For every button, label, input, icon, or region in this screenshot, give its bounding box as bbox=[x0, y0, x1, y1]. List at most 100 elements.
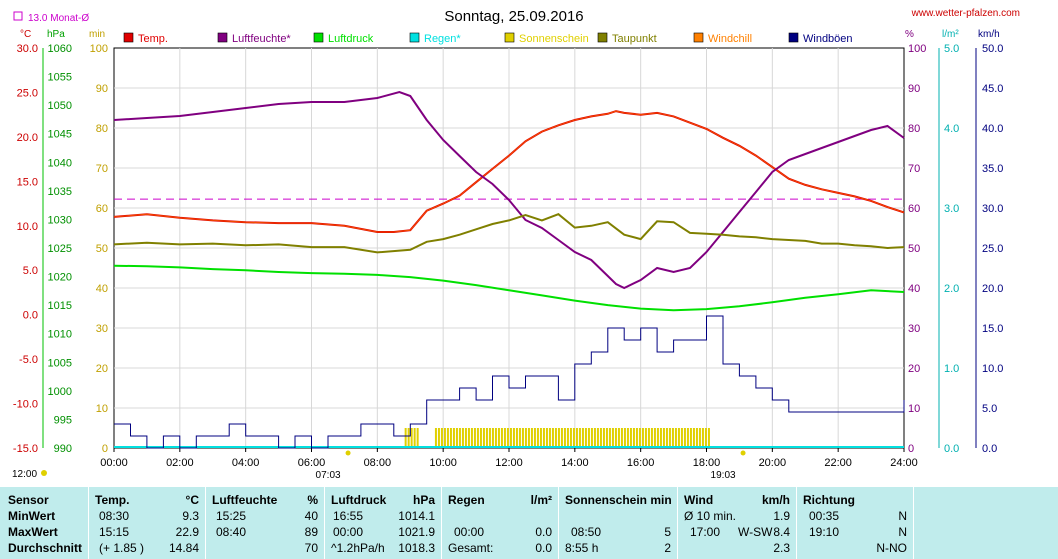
sunshine-bar bbox=[653, 428, 656, 448]
sunshine-bar bbox=[479, 428, 482, 448]
legend-label: Luftfeuchte* bbox=[232, 33, 291, 45]
pressure-tick-label: 1000 bbox=[48, 386, 72, 398]
stats-pressure-min-value: 1014.1 bbox=[398, 509, 435, 523]
time-tick-label: 14:00 bbox=[561, 457, 589, 469]
time-tick-label: 24:00 bbox=[890, 457, 918, 469]
sun-tick-label: 40 bbox=[96, 283, 108, 295]
stats-humidity-max-value: 89 bbox=[304, 525, 318, 539]
stats-pressure-avg-value: 1018.3 bbox=[398, 541, 435, 555]
stats-humidity-min-value: 40 bbox=[304, 509, 318, 523]
sunshine-bar bbox=[539, 428, 542, 448]
humidity-tick-label: 30 bbox=[908, 323, 920, 335]
stats-temp-min-value: 9.3 bbox=[182, 509, 199, 523]
sun-tick-label: 10 bbox=[96, 403, 108, 415]
stats-wind-avg10-value: 1.9 bbox=[773, 509, 790, 523]
legend-swatch bbox=[504, 32, 515, 43]
sunshine-bar bbox=[407, 428, 410, 448]
stats-temp-column: Temp. °C 08:30 9.3 15:15 22.9 (+ 1.85 ) … bbox=[89, 487, 205, 559]
legend-label: Taupunkt bbox=[612, 33, 657, 45]
stats-sensor-column: Sensor MinWert MaxWert Durchschnitt bbox=[0, 487, 88, 559]
temp-tick-label: -10.0 bbox=[13, 399, 38, 411]
time-tick-label: 02:00 bbox=[166, 457, 194, 469]
temp-tick-label: 15.0 bbox=[17, 176, 38, 188]
sunshine-bar bbox=[443, 428, 446, 448]
stats-separator bbox=[324, 487, 325, 559]
sunshine-bar bbox=[533, 428, 536, 448]
sunshine-bar bbox=[551, 428, 554, 448]
stats-direction-max-value: N bbox=[898, 525, 907, 539]
series-line-windchill bbox=[113, 110, 905, 233]
sunshine-bar bbox=[410, 428, 413, 448]
sunshine-bar bbox=[581, 428, 584, 448]
time-tick-label: 06:00 bbox=[298, 457, 326, 469]
pressure-tick-label: 1020 bbox=[48, 272, 72, 284]
stats-rain-column: Regen l/m² 00:00 0.0 Gesamt: 0.0 bbox=[442, 487, 558, 559]
time-tick-label: 16:00 bbox=[627, 457, 655, 469]
legend-swatch bbox=[597, 32, 608, 43]
rain-unit: l/m² bbox=[942, 29, 959, 40]
sun-unit: min bbox=[89, 29, 105, 40]
month-avg-icon bbox=[13, 11, 23, 21]
sunshine-bar bbox=[704, 428, 707, 448]
sunshine-bar bbox=[554, 428, 557, 448]
stats-separator bbox=[677, 487, 678, 559]
sunshine-bar bbox=[614, 428, 617, 448]
sunshine-bar bbox=[503, 428, 506, 448]
stats-wind-avg-value: 2.3 bbox=[773, 541, 790, 555]
stats-sensor-header: Sensor bbox=[8, 493, 49, 507]
wind-tick-label: 10.0 bbox=[982, 363, 1003, 375]
rain-tick-label: 5.0 bbox=[944, 43, 959, 55]
stats-pressure-max-time: 00:00 bbox=[333, 525, 364, 539]
stats-pressure-column: Luftdruck hPa 16:55 1014.1 00:00 1021.9 … bbox=[325, 487, 441, 559]
sunshine-bar bbox=[524, 428, 527, 448]
humidity-tick-label: 70 bbox=[908, 163, 920, 175]
sunshine-bar bbox=[695, 428, 698, 448]
time-tick-label: 10:00 bbox=[429, 457, 457, 469]
stats-temp-max-time: 15:15 bbox=[99, 525, 130, 539]
wind-unit: km/h bbox=[978, 29, 1000, 40]
sunshine-bar bbox=[593, 428, 596, 448]
sunshine-bar bbox=[677, 428, 680, 448]
website-label[interactable]: www.wetter-pfalzen.com bbox=[911, 8, 1020, 19]
sunshine-bar bbox=[680, 428, 683, 448]
sunshine-bar bbox=[671, 428, 674, 448]
legend-label: Temp. bbox=[138, 33, 168, 45]
sunshine-bar bbox=[578, 428, 581, 448]
sun-tick-label: 70 bbox=[96, 163, 108, 175]
sunshine-bar bbox=[647, 428, 650, 448]
sunshine-bar bbox=[482, 428, 485, 448]
series-line-luftfeuchte bbox=[113, 90, 905, 290]
stats-separator bbox=[205, 487, 206, 559]
wind-tick-label: 35.0 bbox=[982, 163, 1003, 175]
wind-tick-label: 25.0 bbox=[982, 243, 1003, 255]
pressure-tick-label: 1015 bbox=[48, 300, 72, 312]
sunshine-bar bbox=[668, 428, 671, 448]
stats-wind-unit: km/h bbox=[761, 493, 790, 507]
series-line-windben bbox=[114, 315, 905, 449]
chart-title: Sonntag, 25.09.2016 bbox=[444, 8, 583, 25]
axes: 30.0 25.0 20.0 15.0 10.0 5.0 0.0 -5.0 -10.0 -15.0… bbox=[13, 43, 1004, 469]
humidity-unit: % bbox=[905, 29, 914, 40]
sunshine-bar bbox=[560, 428, 563, 448]
stats-row-label-min: MinWert bbox=[8, 509, 56, 523]
stats-direction-max-time: 19:10 bbox=[809, 525, 840, 539]
pressure-tick-label: 1010 bbox=[48, 329, 72, 341]
time-tick-label: 18:00 bbox=[693, 457, 721, 469]
sunshine-bar bbox=[623, 428, 626, 448]
sunshine-bar bbox=[608, 428, 611, 448]
stats-direction-header: Richtung bbox=[803, 493, 855, 507]
sunshine-bar bbox=[446, 428, 449, 448]
stats-humidity-column: Luftfeuchte % 15:25 40 08:40 89 70 bbox=[206, 487, 324, 559]
pressure-tick-label: 1040 bbox=[48, 157, 72, 169]
legend-swatch bbox=[313, 32, 324, 43]
legend: Temp. Luftfeuchte* Luftdruck Regen* Sonnensc… bbox=[123, 32, 853, 45]
stats-humidity-avg-value: 70 bbox=[304, 541, 318, 555]
sunshine-bar bbox=[500, 428, 503, 448]
sunshine-bar bbox=[416, 428, 419, 448]
stats-wind-header: Wind bbox=[684, 493, 714, 507]
sun-tick-label: 100 bbox=[90, 43, 108, 55]
sunshine-bar bbox=[638, 428, 641, 448]
stats-direction-column: Richtung 00:35 N 19:10 N N-NO bbox=[797, 487, 913, 559]
wind-tick-label: 50.0 bbox=[982, 43, 1003, 55]
sunshine-bar bbox=[689, 428, 692, 448]
